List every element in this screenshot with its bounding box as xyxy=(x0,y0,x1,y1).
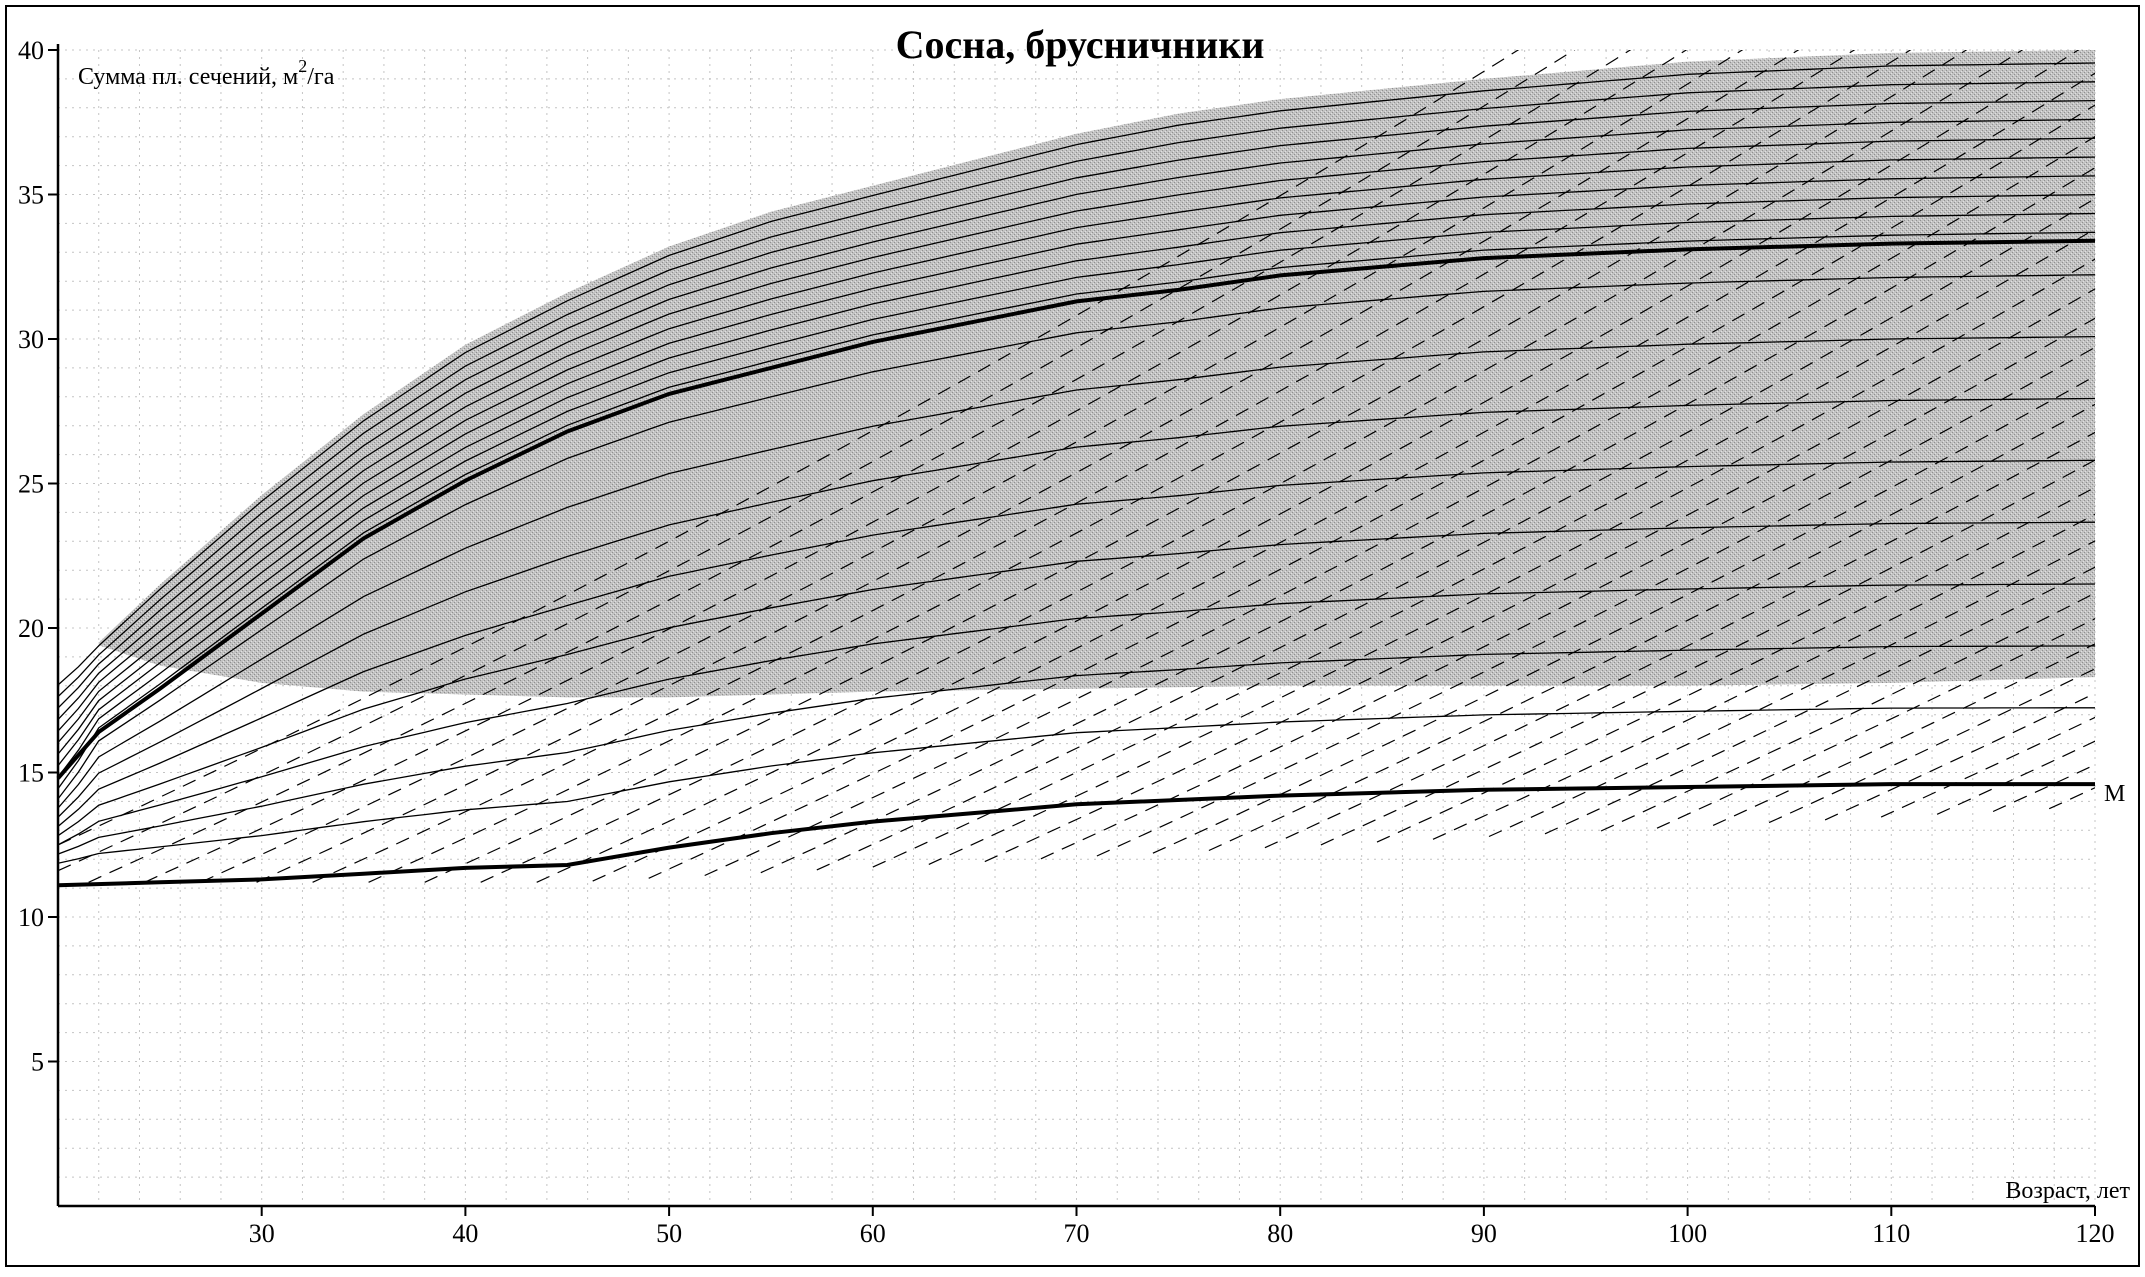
dashed-line xyxy=(1096,346,2095,857)
dashed-line xyxy=(984,288,2095,863)
x-tick-label: 60 xyxy=(860,1219,886,1248)
dashed-line xyxy=(760,167,2095,874)
thin-curve xyxy=(58,707,2095,864)
y-tick-label: 40 xyxy=(18,36,44,65)
dashed-line xyxy=(1320,459,2095,846)
dashed-line xyxy=(1656,618,2095,829)
series-label-m: М xyxy=(2104,781,2125,807)
thin-curve xyxy=(58,62,2095,686)
thin-curve xyxy=(58,231,2095,790)
outer-frame xyxy=(5,5,2140,1267)
y-axis-title-main: Сумма пл. сечений, м xyxy=(78,64,298,90)
dashed-line xyxy=(536,50,2080,883)
dashed-line xyxy=(872,228,2095,868)
thin-curve xyxy=(58,175,2095,755)
x-axis-title: Возраст, лет xyxy=(2005,1178,2130,1204)
thin-curve xyxy=(58,212,2095,778)
x-tick-label: 80 xyxy=(1267,1219,1293,1248)
series-layer xyxy=(56,238,2096,888)
y-tick-label: 5 xyxy=(31,1048,44,1077)
x-tick-label: 40 xyxy=(452,1219,478,1248)
dashed-line xyxy=(1544,566,2095,835)
thin-curve xyxy=(58,274,2095,800)
thin-curve xyxy=(58,583,2095,846)
dashed-line xyxy=(1712,643,2095,826)
dashed-line xyxy=(58,50,1520,846)
thin-curve xyxy=(58,137,2095,732)
x-tick-label: 90 xyxy=(1471,1219,1497,1248)
dashed-line xyxy=(592,72,2095,882)
x-tick-label: 100 xyxy=(1668,1219,1707,1248)
series-line-m xyxy=(57,782,2095,888)
series-line-main xyxy=(56,238,2096,780)
dashed-line xyxy=(1880,716,2095,818)
chart-title: Сосна, брусничники xyxy=(896,22,1265,67)
dashed-line xyxy=(648,104,2095,879)
dashed-line xyxy=(1208,403,2095,852)
thin-curve xyxy=(58,99,2095,709)
dashed-line xyxy=(200,50,1744,883)
x-tick-label: 120 xyxy=(2076,1219,2115,1248)
dashed-line xyxy=(1992,764,2095,813)
y-tick-label: 20 xyxy=(18,614,44,643)
dashed-line xyxy=(312,50,1856,883)
y-tick-label: 35 xyxy=(18,181,44,210)
x-tick-label: 50 xyxy=(656,1219,682,1248)
thin-curve xyxy=(58,194,2095,767)
ticks: 30 40 50 60 70 80 90 100 110 120 5 10 15 20 25 30 35 40 xyxy=(18,36,2115,1248)
dashed-line xyxy=(256,50,1800,883)
dashed-line xyxy=(1040,317,2095,860)
dashed-line xyxy=(88,50,1632,883)
x-tick-label: 30 xyxy=(249,1219,275,1248)
dashed-line xyxy=(928,258,2095,865)
dashed-line xyxy=(1432,513,2095,840)
dashed-line xyxy=(1600,592,2095,832)
dashed-line xyxy=(144,50,1688,883)
dashed-line xyxy=(704,135,2095,877)
thin-curve xyxy=(58,459,2095,827)
thin-curve xyxy=(58,118,2095,721)
y-tick-label: 30 xyxy=(18,325,44,354)
thin-curve xyxy=(58,156,2095,744)
thin-curve xyxy=(58,521,2095,837)
x-tick-label: 110 xyxy=(1872,1219,1910,1248)
dashed-line xyxy=(1936,740,2095,815)
y-tick-label: 10 xyxy=(18,903,44,932)
thin-curve xyxy=(58,335,2095,809)
dashed-line xyxy=(1824,692,2095,821)
y-axis-title: Сумма пл. сечений, м2/га xyxy=(78,56,335,90)
thin-curve xyxy=(58,81,2095,698)
dashed-line xyxy=(58,50,1576,872)
y-tick-label: 15 xyxy=(18,759,44,788)
thin-curve xyxy=(58,397,2095,818)
dashed-line xyxy=(1152,375,2095,854)
dashed-line xyxy=(1264,431,2095,849)
y-axis-title-tail: /га xyxy=(307,64,335,90)
thin-curves-layer xyxy=(58,62,2095,864)
y-axis-title-sup: 2 xyxy=(298,56,307,76)
density-band xyxy=(98,50,2096,698)
dashed-layer xyxy=(58,50,2095,883)
x-tick-label: 70 xyxy=(1064,1219,1090,1248)
band-layer xyxy=(98,50,2096,698)
dashed-line xyxy=(1376,486,2095,843)
dashed-line xyxy=(816,197,2095,871)
dashed-line xyxy=(368,50,1912,883)
y-tick-label: 25 xyxy=(18,470,44,499)
thin-curve xyxy=(58,645,2095,855)
